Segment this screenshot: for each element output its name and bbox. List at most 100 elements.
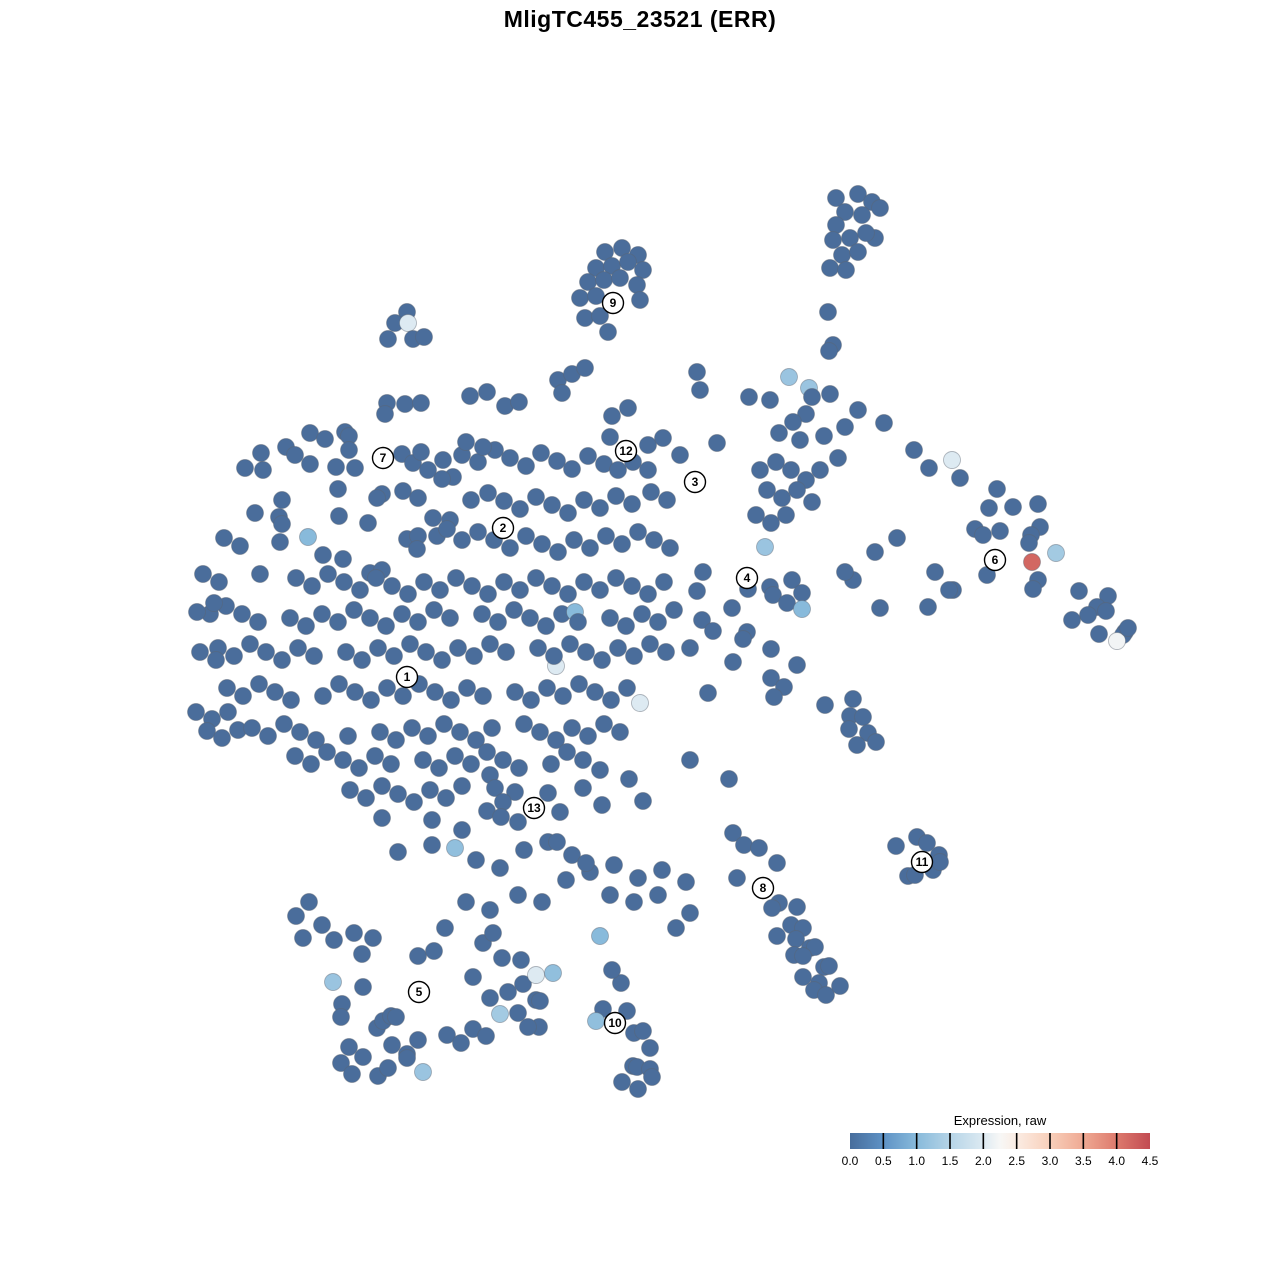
data-point[interactable] (1004, 498, 1022, 516)
data-point[interactable] (399, 585, 417, 603)
data-point[interactable] (194, 565, 212, 583)
data-point[interactable] (389, 785, 407, 803)
data-point[interactable] (750, 839, 768, 857)
data-point[interactable] (417, 643, 435, 661)
data-point[interactable] (603, 961, 621, 979)
data-point[interactable] (424, 509, 442, 527)
data-point[interactable] (357, 789, 375, 807)
data-point[interactable] (538, 679, 556, 697)
data-point[interactable] (811, 461, 829, 479)
data-point[interactable] (373, 777, 391, 795)
data-point[interactable] (724, 653, 742, 671)
data-point[interactable] (509, 1004, 527, 1022)
data-point[interactable] (634, 792, 652, 810)
data-point[interactable] (767, 453, 785, 471)
data-point[interactable] (815, 427, 833, 445)
data-point[interactable] (817, 986, 835, 1004)
data-point[interactable] (607, 569, 625, 587)
data-point[interactable] (887, 837, 905, 855)
data-point[interactable] (453, 777, 471, 795)
data-point[interactable] (926, 563, 944, 581)
data-point[interactable] (198, 722, 216, 740)
data-point[interactable] (764, 586, 782, 604)
data-point[interactable] (794, 968, 812, 986)
data-point[interactable] (831, 977, 849, 995)
data-point[interactable] (241, 635, 259, 653)
data-point[interactable] (596, 243, 614, 261)
data-point[interactable] (611, 269, 629, 287)
data-point[interactable] (281, 609, 299, 627)
data-point[interactable] (920, 459, 938, 477)
data-point[interactable] (561, 635, 579, 653)
data-point[interactable] (918, 834, 936, 852)
data-point[interactable] (499, 983, 517, 1001)
data-point[interactable] (446, 839, 464, 857)
data-point[interactable] (784, 413, 802, 431)
data-point[interactable] (335, 573, 353, 591)
data-point[interactable] (243, 719, 261, 737)
data-point[interactable] (491, 859, 509, 877)
data-point[interactable] (426, 683, 444, 701)
data-point[interactable] (325, 931, 343, 949)
data-point[interactable] (780, 368, 798, 386)
data-point[interactable] (289, 639, 307, 657)
data-point[interactable] (645, 531, 663, 549)
data-point[interactable] (602, 691, 620, 709)
data-point[interactable] (389, 843, 407, 861)
data-point[interactable] (788, 481, 806, 499)
data-point[interactable] (641, 1039, 659, 1057)
data-point[interactable] (857, 224, 875, 242)
data-point[interactable] (593, 651, 611, 669)
data-point[interactable] (215, 529, 233, 547)
data-point[interactable] (591, 307, 609, 325)
data-point[interactable] (515, 841, 533, 859)
data-point[interactable] (477, 1027, 495, 1045)
data-point[interactable] (316, 430, 334, 448)
data-point[interactable] (332, 1054, 350, 1072)
data-point[interactable] (408, 540, 426, 558)
data-point[interactable] (591, 499, 609, 517)
data-point[interactable] (368, 489, 386, 507)
cluster-label-3[interactable]: 3 (683, 470, 707, 494)
data-point[interactable] (931, 853, 949, 871)
data-point[interactable] (266, 683, 284, 701)
data-point[interactable] (827, 216, 845, 234)
data-point[interactable] (558, 743, 576, 761)
data-point[interactable] (639, 461, 657, 479)
data-point[interactable] (875, 414, 893, 432)
data-point[interactable] (318, 743, 336, 761)
data-point[interactable] (246, 504, 264, 522)
data-point[interactable] (511, 500, 529, 518)
data-point[interactable] (484, 924, 502, 942)
data-point[interactable] (396, 395, 414, 413)
data-point[interactable] (412, 394, 430, 412)
data-point[interactable] (821, 385, 839, 403)
data-point[interactable] (415, 573, 433, 591)
data-point[interactable] (415, 328, 433, 346)
data-point[interactable] (671, 446, 689, 464)
data-point[interactable] (371, 723, 389, 741)
data-point[interactable] (458, 679, 476, 697)
data-point[interactable] (512, 951, 530, 969)
data-point[interactable] (509, 886, 527, 904)
data-point[interactable] (345, 601, 363, 619)
data-point[interactable] (625, 647, 643, 665)
data-point[interactable] (273, 491, 291, 509)
cluster-label-10[interactable]: 10 (603, 1011, 627, 1035)
data-point[interactable] (609, 639, 627, 657)
data-point[interactable] (452, 1034, 470, 1052)
data-point[interactable] (548, 833, 566, 851)
data-point[interactable] (494, 751, 512, 769)
data-point[interactable] (495, 492, 513, 510)
data-point[interactable] (409, 947, 427, 965)
data-point[interactable] (587, 1012, 605, 1030)
data-point[interactable] (867, 733, 885, 751)
data-point[interactable] (514, 975, 532, 993)
data-point[interactable] (943, 451, 961, 469)
data-point[interactable] (259, 727, 277, 745)
data-point[interactable] (574, 751, 592, 769)
cluster-label-12[interactable]: 12 (614, 439, 638, 463)
data-point[interactable] (334, 550, 352, 568)
data-point[interactable] (819, 303, 837, 321)
data-point[interactable] (576, 359, 594, 377)
